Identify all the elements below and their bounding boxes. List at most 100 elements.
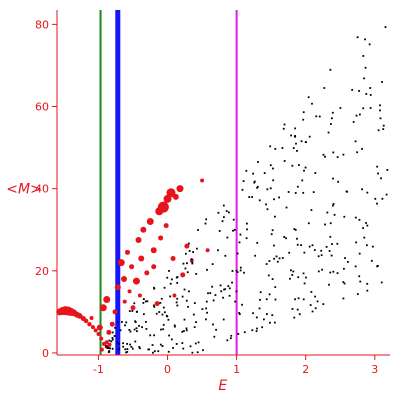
black-point xyxy=(361,147,363,150)
black-point xyxy=(311,102,313,105)
black-point xyxy=(356,293,359,296)
black-point xyxy=(381,197,384,200)
black-point xyxy=(256,241,259,244)
red-point xyxy=(154,301,160,307)
black-point xyxy=(336,242,339,245)
red-point xyxy=(184,243,190,249)
black-point xyxy=(322,153,325,156)
black-point xyxy=(110,340,113,343)
black-point xyxy=(268,260,271,262)
black-point xyxy=(291,164,294,167)
black-point xyxy=(364,38,366,41)
red-point xyxy=(99,304,107,312)
black-point xyxy=(329,271,332,274)
black-point xyxy=(342,281,345,284)
red-point xyxy=(132,277,140,285)
black-point xyxy=(369,94,372,96)
black-point xyxy=(274,298,277,301)
black-point xyxy=(278,257,281,260)
red-point xyxy=(96,332,101,337)
black-point xyxy=(232,229,234,232)
black-point xyxy=(118,348,121,351)
black-point xyxy=(311,244,314,247)
black-point xyxy=(305,141,307,144)
x-tick-label: 3 xyxy=(371,363,378,376)
black-point xyxy=(176,297,179,300)
black-point xyxy=(337,180,340,183)
x-tick-label: -1 xyxy=(93,363,104,376)
black-point xyxy=(344,257,346,259)
black-point xyxy=(298,313,301,316)
black-point xyxy=(111,338,114,341)
black-point xyxy=(236,271,239,274)
black-point xyxy=(297,297,300,300)
black-point xyxy=(206,311,208,314)
black-point xyxy=(205,300,208,303)
black-point xyxy=(196,351,199,354)
black-point xyxy=(181,295,184,298)
black-point xyxy=(362,227,365,229)
black-point xyxy=(125,351,127,354)
black-point xyxy=(192,313,195,316)
black-point xyxy=(160,328,162,331)
black-point xyxy=(273,215,276,218)
red-point xyxy=(172,193,179,200)
black-point xyxy=(363,236,366,239)
black-point xyxy=(308,245,311,248)
black-point xyxy=(172,347,174,349)
black-point xyxy=(251,329,254,332)
black-point xyxy=(146,300,149,303)
black-point xyxy=(293,228,296,231)
black-point xyxy=(119,329,122,332)
x-tick-label: 1 xyxy=(233,363,240,376)
y-axis-label: <M> xyxy=(6,182,42,198)
black-point xyxy=(220,290,223,293)
black-point xyxy=(183,288,186,291)
black-point xyxy=(184,252,187,255)
red-point xyxy=(99,347,104,352)
black-point xyxy=(321,268,323,271)
black-point xyxy=(355,241,358,244)
black-point xyxy=(125,321,128,324)
black-point xyxy=(290,269,292,272)
black-point xyxy=(294,192,297,194)
black-point xyxy=(379,117,382,120)
black-point xyxy=(195,272,198,275)
black-point xyxy=(167,350,170,353)
black-point xyxy=(317,255,320,258)
black-point xyxy=(386,168,389,171)
black-point xyxy=(265,263,268,265)
black-point xyxy=(229,337,232,340)
black-point xyxy=(323,87,326,89)
black-point xyxy=(332,177,334,180)
red-point xyxy=(87,321,92,327)
black-point xyxy=(166,276,169,279)
black-point xyxy=(243,331,246,334)
black-point xyxy=(126,342,128,345)
black-point xyxy=(245,237,248,240)
black-point xyxy=(292,147,295,149)
black-point xyxy=(167,318,170,321)
black-point xyxy=(256,185,259,188)
black-point xyxy=(269,145,272,148)
red-point xyxy=(144,270,150,276)
black-point xyxy=(297,276,300,279)
black-point xyxy=(231,281,233,284)
red-point xyxy=(146,218,154,226)
black-point xyxy=(274,286,277,289)
black-point xyxy=(302,111,305,114)
black-point xyxy=(248,196,251,198)
black-point xyxy=(162,323,165,326)
black-point xyxy=(227,211,230,214)
black-point xyxy=(175,343,178,345)
black-point xyxy=(235,269,238,272)
black-point xyxy=(189,345,192,348)
y-tick-label: 0 xyxy=(42,347,49,360)
black-point xyxy=(161,345,164,347)
black-point xyxy=(124,348,127,351)
black-point xyxy=(182,262,185,265)
black-point xyxy=(135,327,138,330)
black-point xyxy=(354,216,357,219)
red-point xyxy=(170,255,176,261)
black-point xyxy=(175,301,178,304)
